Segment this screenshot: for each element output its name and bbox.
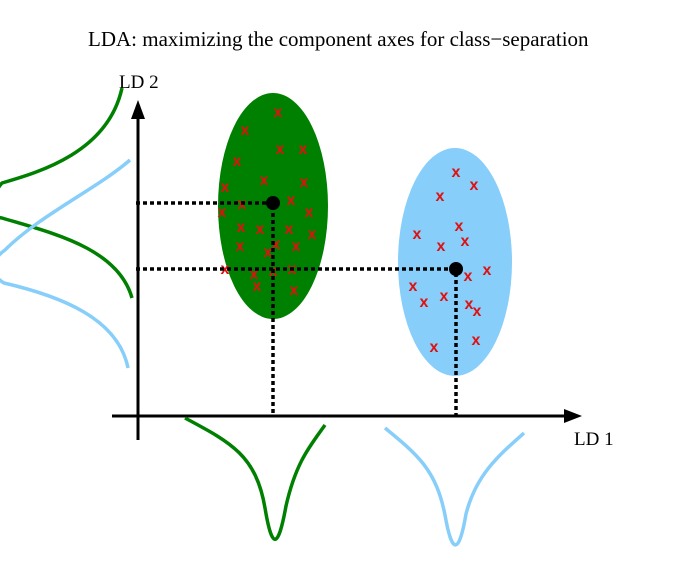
class-1-sample-marker: x — [299, 141, 308, 158]
class-2-sample-marker: x — [413, 226, 422, 243]
class-2-sample-marker: x — [452, 164, 461, 181]
class-2-sample-marker: x — [483, 262, 492, 279]
class-2-ld1-distribution — [383, 426, 526, 547]
class-1-ld2-distribution — [0, 87, 134, 299]
class-2-sample-marker: x — [461, 233, 470, 250]
class-1-sample-marker: x — [256, 221, 265, 238]
class-1-sample-marker: x — [274, 104, 283, 121]
class-1-sample-marker: x — [300, 174, 309, 191]
diagram-title: LDA: maximizing the component axes for c… — [88, 27, 589, 51]
class-1-sample-marker: x — [260, 172, 269, 189]
axes — [112, 100, 582, 440]
y-axis-label: LD 2 — [119, 72, 159, 93]
class-1-sample-marker: x — [272, 236, 281, 253]
class-1-sample-marker: x — [241, 122, 250, 139]
class-1-sample-marker: x — [308, 226, 317, 243]
class-1-sample-marker: x — [237, 219, 246, 236]
class-1-sample-marker: x — [221, 179, 230, 196]
ld1-axis-arrowhead — [564, 409, 582, 423]
class-1-sample-marker: x — [290, 282, 299, 299]
class-1-ld1-distribution — [184, 416, 327, 541]
class-1-sample-marker: x — [285, 221, 294, 238]
class-2-sample-marker: x — [436, 188, 445, 205]
x-axis-label: LD 1 — [574, 429, 614, 450]
projection-lines — [136, 201, 458, 416]
class-2-sample-marker: x — [430, 339, 439, 356]
class-2-ellipse — [398, 148, 512, 376]
class-2-mean — [449, 262, 463, 276]
class-1-sample-marker: x — [292, 238, 301, 255]
class-2-sample-marker: x — [470, 177, 479, 194]
class-2-ld2-distribution — [0, 158, 132, 369]
class-1-sample-marker: x — [221, 261, 230, 278]
class-1-mean — [266, 196, 280, 210]
class-1-sample-marker: x — [276, 141, 285, 158]
class-2-sample-marker: x — [473, 303, 482, 320]
class-2-sample-marker: x — [440, 288, 449, 305]
class-2-sample-marker: x — [437, 238, 446, 255]
class-1-sample-marker: x — [264, 244, 273, 261]
class-2-sample-marker: x — [455, 218, 464, 235]
ld2-axis-arrowhead — [131, 100, 145, 119]
class-1-sample-marker: x — [236, 238, 245, 255]
class-2-sample-marker: x — [420, 294, 429, 311]
class-2-sample-marker: x — [409, 278, 418, 295]
class-2-sample-marker: x — [472, 332, 481, 349]
class-1-sample-marker: x — [287, 192, 296, 209]
class-1-sample-marker: x — [253, 278, 262, 295]
class-2-sample-marker: x — [465, 296, 474, 313]
class-1-sample-marker: x — [233, 153, 242, 170]
class-1-sample-marker: x — [218, 204, 227, 221]
class-1-sample-marker: x — [250, 266, 259, 283]
class-1-sample-marker: x — [305, 204, 314, 221]
class-2-sample-marker: x — [464, 268, 473, 285]
